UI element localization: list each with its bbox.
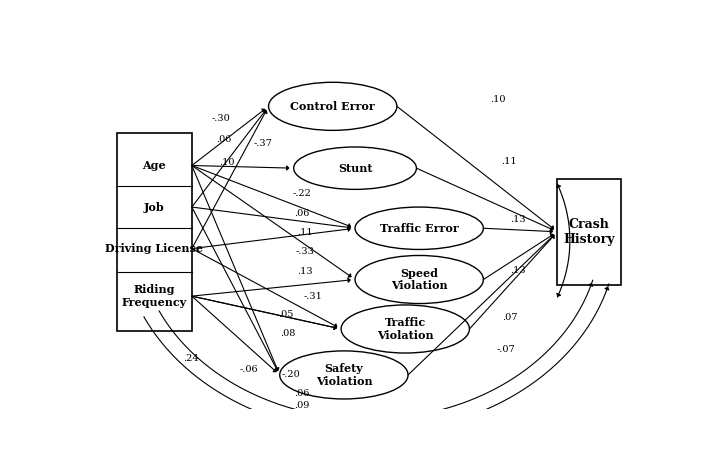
Text: Traffic Error: Traffic Error xyxy=(380,223,459,234)
Text: .11: .11 xyxy=(297,229,312,237)
Text: -.31: -.31 xyxy=(304,291,323,301)
Text: .10: .10 xyxy=(219,158,235,168)
Text: Speed
Violation: Speed Violation xyxy=(391,268,448,291)
Text: Crash
History: Crash History xyxy=(564,218,615,246)
Text: .07: .07 xyxy=(502,313,518,322)
Text: -.07: -.07 xyxy=(496,345,515,353)
Text: .13: .13 xyxy=(297,267,312,276)
Text: .11: .11 xyxy=(500,157,516,166)
Text: -.06: -.06 xyxy=(240,365,258,374)
Text: .05: .05 xyxy=(278,310,293,319)
Text: Traffic
Violation: Traffic Violation xyxy=(377,317,433,341)
Text: Safety
Violation: Safety Violation xyxy=(315,363,372,387)
Text: .13: .13 xyxy=(510,266,526,275)
Ellipse shape xyxy=(294,147,416,190)
Text: .06: .06 xyxy=(294,389,310,398)
Text: .10: .10 xyxy=(490,95,505,104)
Text: .08: .08 xyxy=(280,329,296,338)
Ellipse shape xyxy=(355,207,483,249)
Text: -.33: -.33 xyxy=(295,247,314,257)
Text: -.37: -.37 xyxy=(253,139,272,148)
Ellipse shape xyxy=(355,256,483,303)
Text: .06: .06 xyxy=(294,208,310,218)
Text: .06: .06 xyxy=(216,135,232,145)
Ellipse shape xyxy=(341,305,469,353)
Text: Control Error: Control Error xyxy=(290,101,375,112)
Text: -.30: -.30 xyxy=(212,114,230,123)
Text: .09: .09 xyxy=(294,401,310,410)
Bar xyxy=(117,133,192,331)
Text: Riding
Frequency: Riding Frequency xyxy=(122,284,186,308)
Text: -.22: -.22 xyxy=(292,189,312,198)
Bar xyxy=(557,179,621,285)
Ellipse shape xyxy=(279,351,408,399)
Text: Driving License: Driving License xyxy=(105,243,203,254)
Text: Age: Age xyxy=(143,160,166,171)
Text: Stunt: Stunt xyxy=(338,162,372,174)
Text: Job: Job xyxy=(144,202,165,213)
Text: -.20: -.20 xyxy=(282,370,300,379)
Text: .24: .24 xyxy=(183,354,198,363)
Ellipse shape xyxy=(269,82,397,130)
Text: .13: .13 xyxy=(510,215,526,224)
